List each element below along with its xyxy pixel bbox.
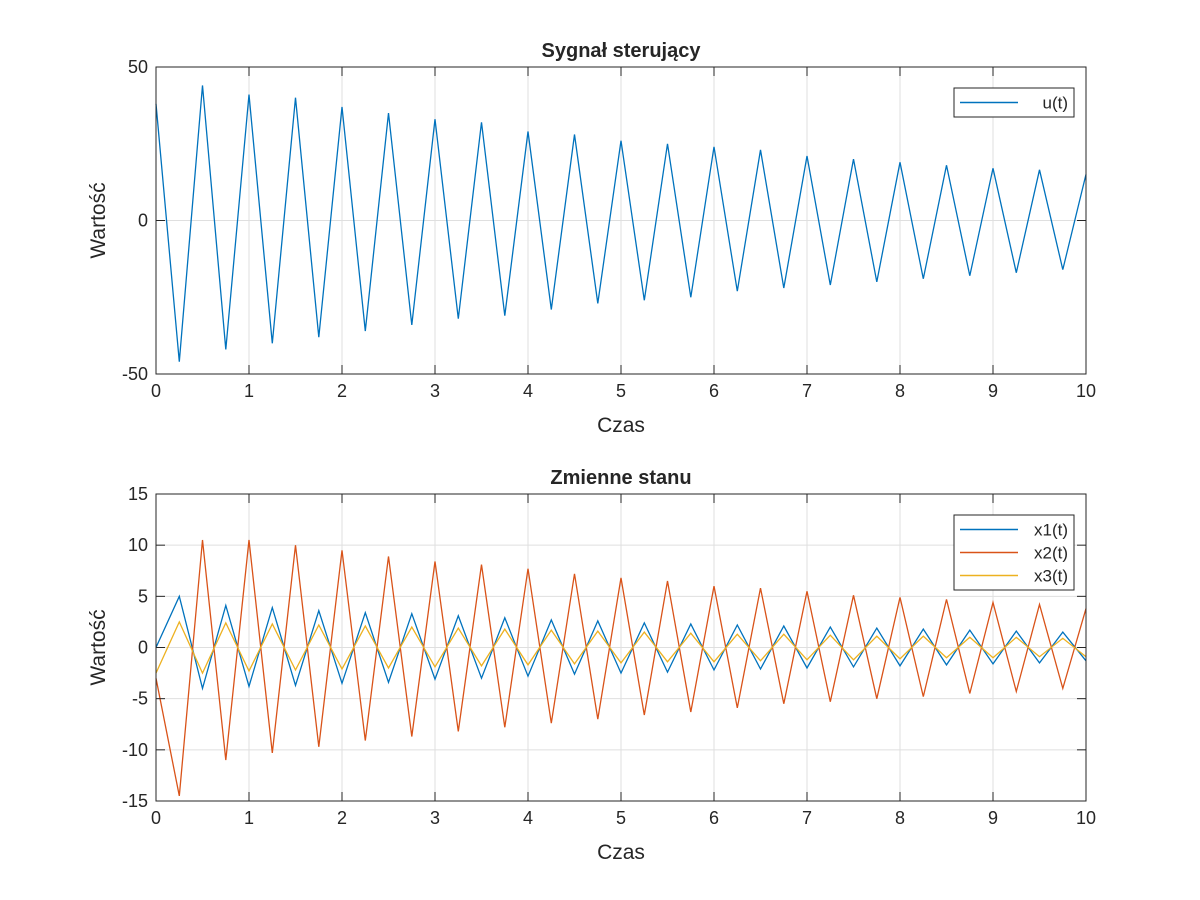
chart-title: Zmienne stanu (550, 467, 691, 489)
y-tick-label: 5 (138, 586, 148, 606)
x-tick-label: 7 (802, 808, 812, 828)
x-tick-label: 4 (523, 808, 533, 828)
chart-title: Sygnał sterujący (542, 40, 702, 62)
legend-label: x3(t) (1034, 567, 1068, 586)
y-tick-label: -15 (122, 791, 148, 811)
x-tick-label: 5 (616, 808, 626, 828)
x-axis-label: Czas (597, 841, 645, 864)
x-tick-label: 1 (244, 381, 254, 401)
x-tick-label: 0 (151, 381, 161, 401)
y-tick-label: 10 (128, 535, 148, 555)
x-tick-label: 3 (430, 808, 440, 828)
x-tick-label: 2 (337, 381, 347, 401)
y-tick-label: 50 (128, 57, 148, 77)
x-tick-label: 0 (151, 808, 161, 828)
x-tick-label: 5 (616, 381, 626, 401)
x-tick-label: 7 (802, 381, 812, 401)
legend-label: u(t) (1043, 94, 1069, 113)
x-tick-label: 4 (523, 381, 533, 401)
series-line-x3t (155, 620, 1087, 675)
x-tick-label: 6 (709, 808, 719, 828)
y-tick-label: -5 (132, 689, 148, 709)
x-tick-label: 10 (1076, 808, 1096, 828)
plot-state-variables: 0 1 2 3 4 5 6 7 8 9 10 -15 -10 -5 0 5 10 15 Zmienne stanu C… (87, 467, 1096, 864)
x-axis-label: Czas (597, 414, 645, 437)
x-tick-label: 1 (244, 808, 254, 828)
legend-label: x1(t) (1034, 521, 1068, 540)
x-tick-label: 10 (1076, 381, 1096, 401)
x-tick-label: 2 (337, 808, 347, 828)
y-axis-label: Wartość (87, 609, 110, 685)
y-axis-label: Wartość (87, 182, 110, 258)
y-tick-label: 0 (138, 638, 148, 658)
series-line-x2t (155, 539, 1087, 797)
series-line-ut (155, 85, 1087, 362)
y-tick-label: 0 (138, 211, 148, 231)
x-tick-label: 8 (895, 381, 905, 401)
x-tick-label: 8 (895, 808, 905, 828)
x-tick-label: 6 (709, 381, 719, 401)
x-tick-label: 9 (988, 381, 998, 401)
x-tick-label: 9 (988, 808, 998, 828)
series-line-x1t (155, 594, 1087, 691)
y-tick-label: 15 (128, 484, 148, 504)
y-tick-label: -50 (122, 364, 148, 384)
y-tick-label: -10 (122, 740, 148, 760)
x-tick-label: 3 (430, 381, 440, 401)
legend-label: x2(t) (1034, 544, 1068, 563)
